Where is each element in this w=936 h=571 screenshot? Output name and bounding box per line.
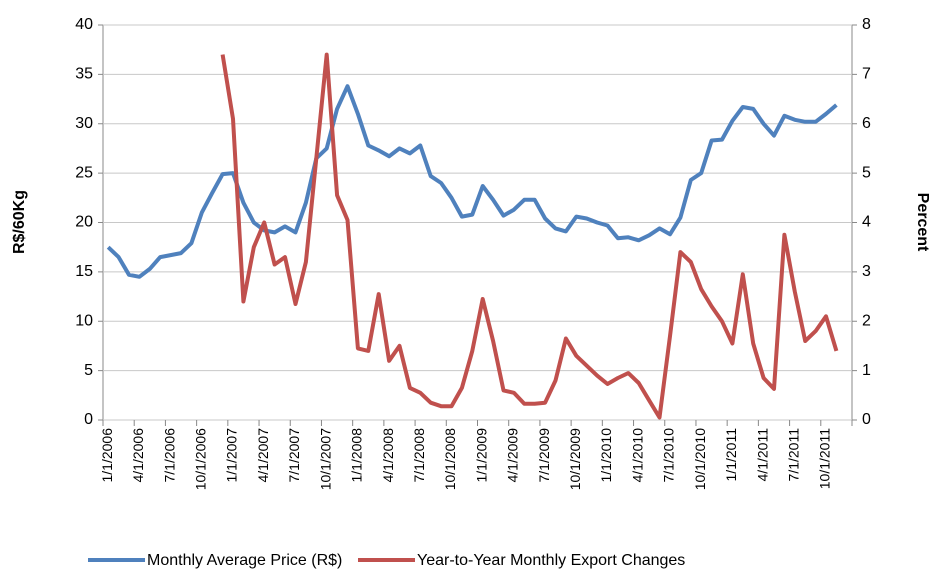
x-tick-label: 7/1/2009 [536,428,552,483]
y2-tick-label: 3 [862,263,871,280]
x-tick-label: 1/1/2010 [598,428,614,483]
x-tick-label: 1/1/2007 [224,428,240,483]
y2-tick-label: 7 [862,66,871,83]
x-tick-label: 1/1/2011 [723,428,739,482]
x-tick-label: 4/1/2009 [505,428,521,483]
y2-tick-label: 0 [862,411,871,428]
y-tick-label: 40 [75,16,93,33]
y-tick-label: 30 [75,115,93,132]
x-tick-label: 4/1/2007 [255,428,271,483]
x-tick-label: 10/1/2010 [692,428,708,490]
y-tick-label: 10 [75,312,93,329]
x-tick-label: 10/1/2007 [317,428,333,490]
x-tick-label: 1/1/2006 [99,428,115,483]
legend-label: Year-to-Year Monthly Export Changes [417,552,685,569]
legend-label: Monthly Average Price (R$) [147,552,342,569]
x-tick-label: 10/1/2011 [817,428,833,489]
x-tick-label: 10/1/2009 [567,428,583,490]
x-tick-label: 10/1/2006 [193,428,209,490]
y-tick-label: 5 [84,362,93,379]
x-tick-label: 7/1/2007 [286,428,302,483]
y2-tick-label: 4 [862,214,871,231]
x-tick-label: 7/1/2006 [161,428,177,483]
x-tick-label: 4/1/2006 [130,428,146,483]
series-line [220,52,839,420]
y-tick-label: 25 [75,164,93,181]
x-tick-label: 7/1/2011 [785,428,801,482]
series-line [106,84,838,279]
y2-tick-label: 1 [862,362,871,379]
y-axis-title: R$/60Kg [11,190,28,254]
x-tick-label: 7/1/2010 [661,428,677,483]
y2-tick-label: 8 [862,16,871,33]
x-tick-label: 4/1/2010 [629,428,645,483]
x-tick-label: 10/1/2008 [442,428,458,490]
x-tick-label: 1/1/2008 [349,428,365,483]
y-tick-label: 35 [75,66,93,83]
x-tick-label: 1/1/2009 [473,428,489,483]
y-tick-label: 15 [75,263,93,280]
y2-axis-title: Percent [914,193,931,252]
y2-tick-label: 5 [862,164,871,181]
y2-tick-label: 6 [862,115,871,132]
x-tick-label: 7/1/2008 [411,428,427,483]
x-tick-label: 4/1/2008 [380,428,396,483]
y-tick-label: 0 [84,411,93,428]
y2-tick-label: 2 [862,312,871,329]
y-tick-label: 20 [75,214,93,231]
x-tick-label: 4/1/2011 [754,428,770,482]
